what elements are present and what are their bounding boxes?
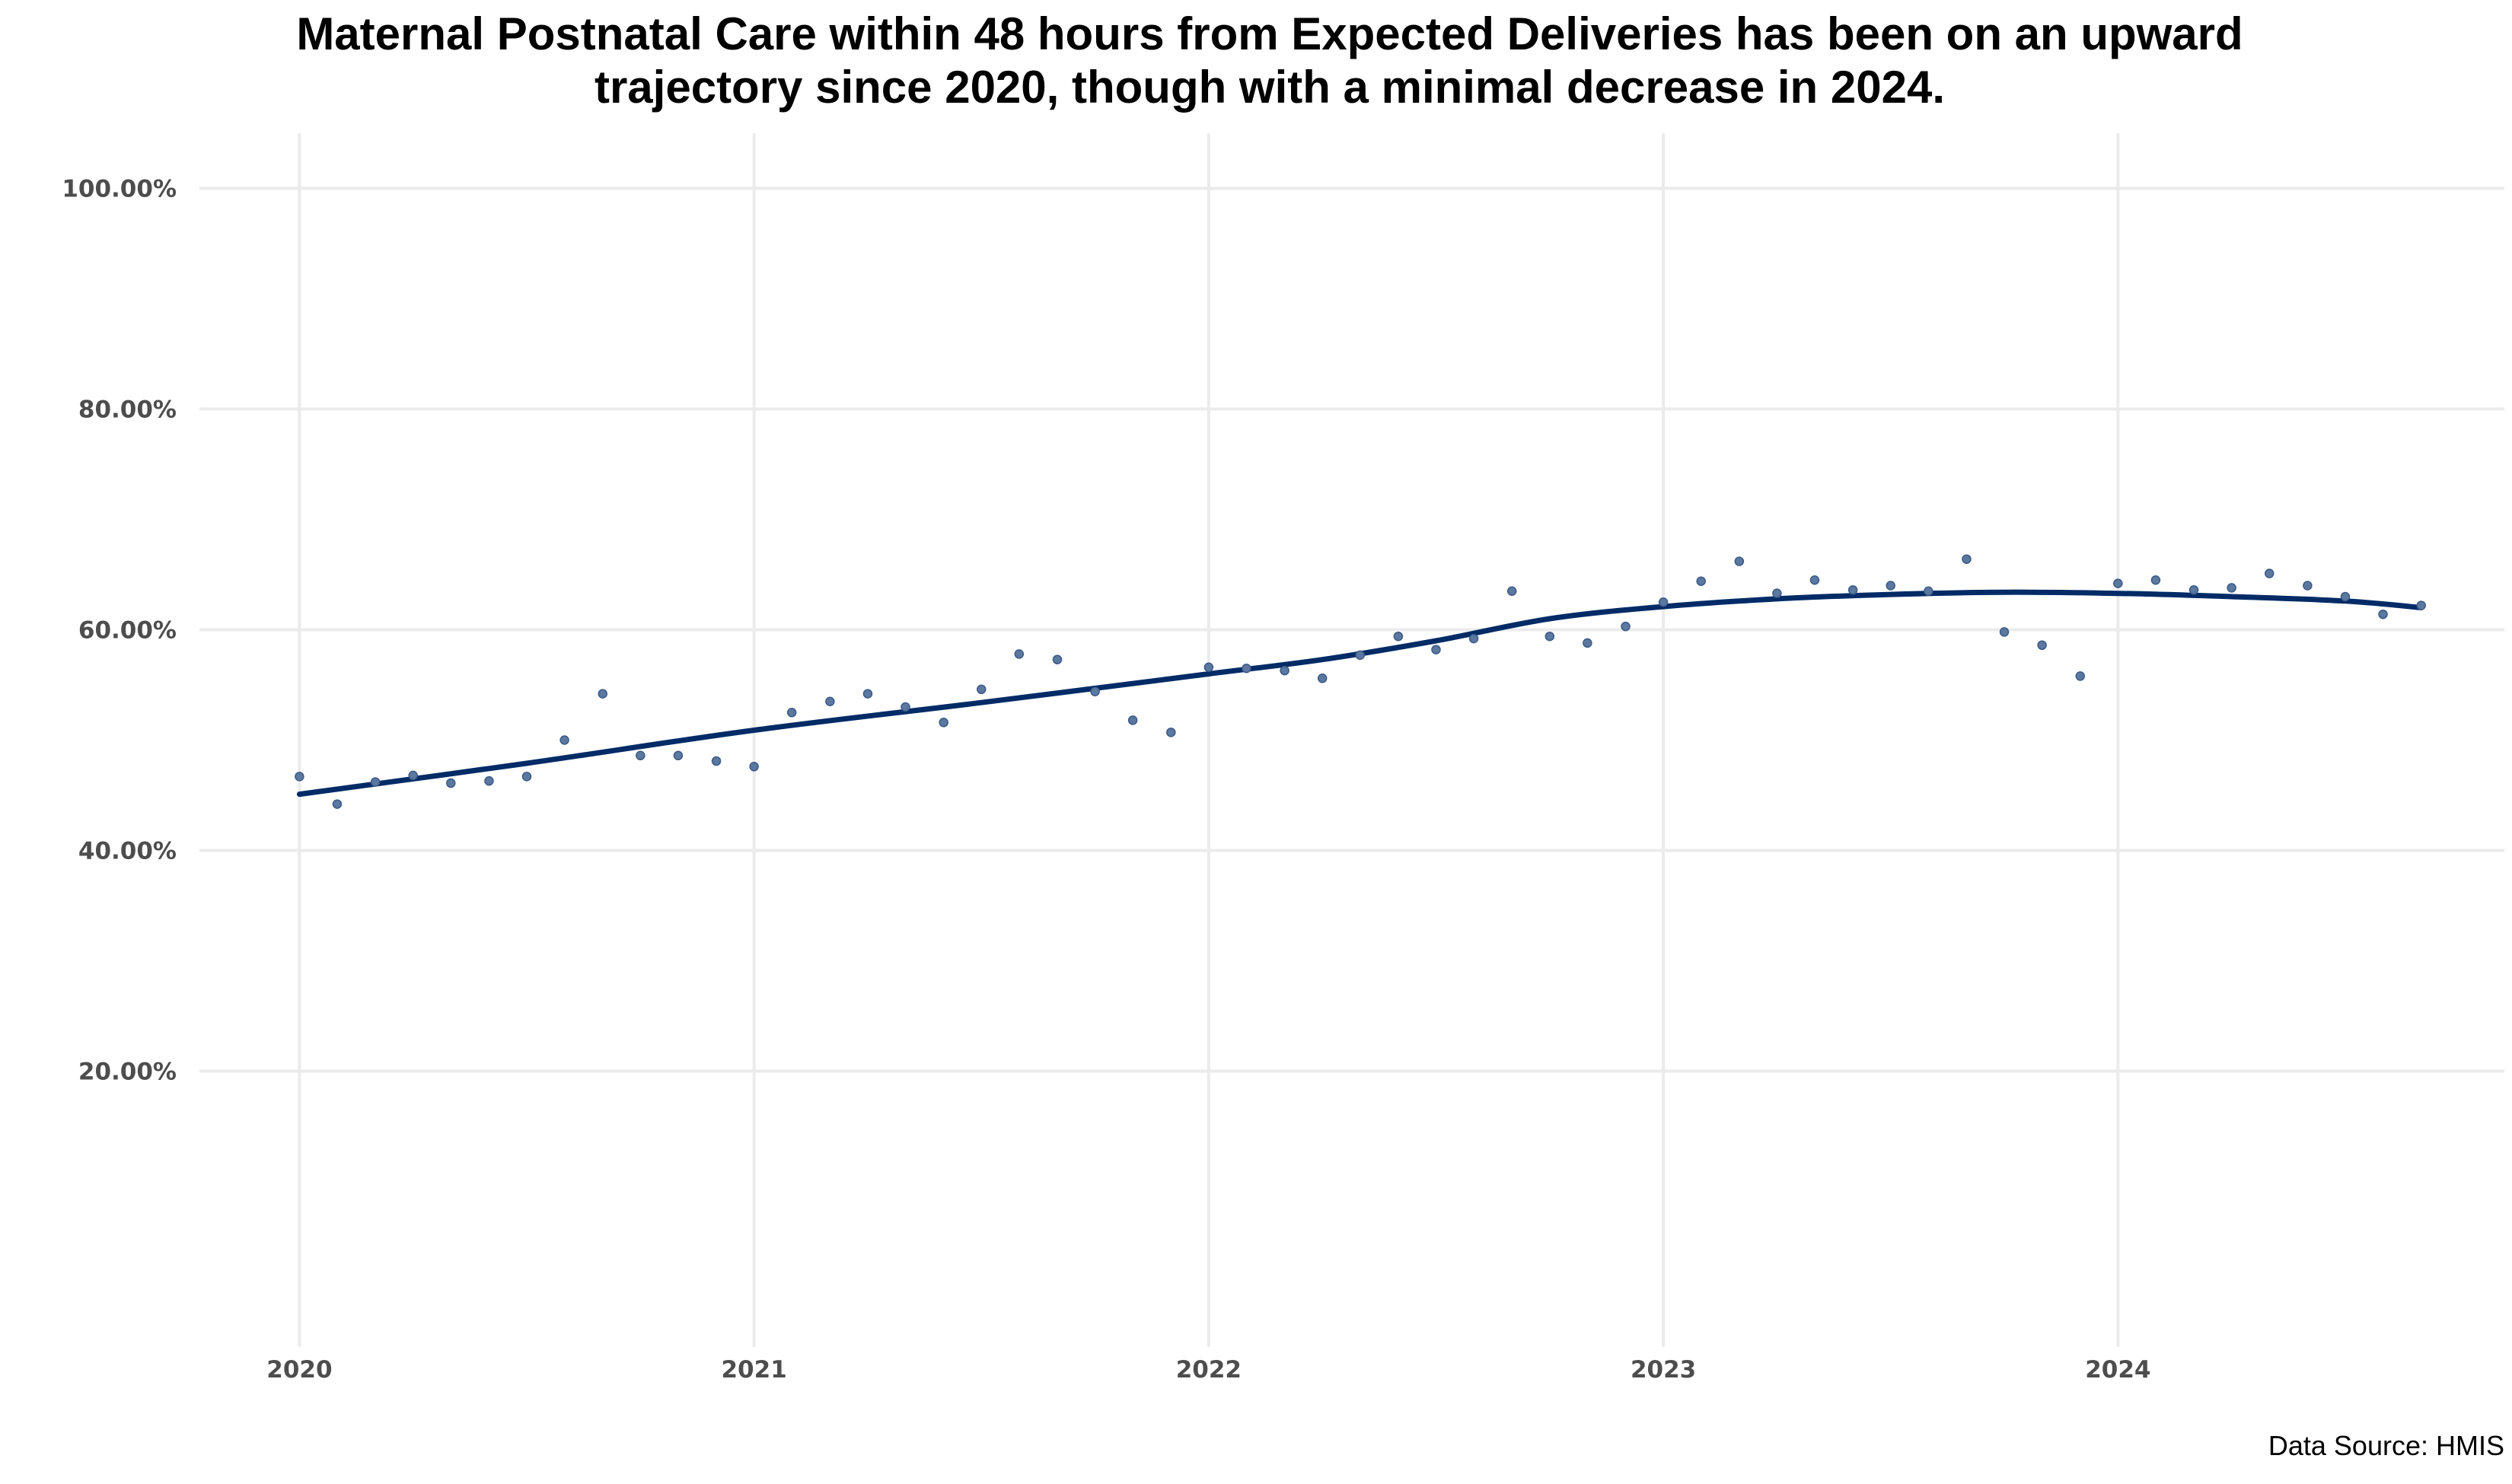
- data-point: [446, 778, 456, 788]
- trend-line-layer: [296, 589, 2424, 798]
- data-point: [1772, 588, 1782, 598]
- data-point: [1355, 650, 1366, 661]
- data-point: [977, 684, 987, 695]
- data-point: [598, 689, 608, 699]
- data-point: [1127, 715, 1138, 725]
- data-point: [1847, 585, 1858, 595]
- y-tick-label: 80.00%: [78, 396, 177, 424]
- data-point: [1962, 554, 1972, 564]
- x-tick-label: 2023: [1631, 1356, 1696, 1384]
- data-point: [673, 750, 684, 761]
- data-point: [1658, 597, 1669, 607]
- data-point: [2227, 583, 2236, 593]
- data-point: [295, 772, 304, 782]
- x-tick-label: 2024: [2085, 1356, 2150, 1384]
- data-point: [786, 708, 797, 718]
- y-tick-label: 60.00%: [78, 617, 177, 645]
- data-point: [711, 756, 722, 766]
- data-point: [1809, 575, 1820, 585]
- trend-line: [296, 589, 2424, 798]
- x-tick-label: 2022: [1176, 1356, 1242, 1384]
- data-point: [1696, 576, 1706, 586]
- data-point: [1393, 631, 1404, 642]
- data-point: [2340, 591, 2351, 602]
- data-point: [408, 770, 418, 781]
- data-point: [1014, 649, 1025, 659]
- data-point: [1544, 631, 1555, 642]
- data-point: [825, 696, 835, 706]
- data-point: [2303, 581, 2313, 591]
- data-point: [2075, 671, 2086, 681]
- data-point: [2264, 568, 2275, 578]
- y-tick-label: 40.00%: [78, 838, 177, 865]
- y-axis-tick-labels: 20.00% 40.00% 60.00% 80.00% 100.00%: [62, 176, 177, 1086]
- data-point: [939, 718, 948, 728]
- data-point: [636, 750, 646, 761]
- data-point: [862, 689, 873, 699]
- data-point: [521, 772, 532, 782]
- data-point: [2150, 575, 2161, 585]
- data-point: [901, 702, 910, 712]
- x-tick-label: 2021: [721, 1356, 786, 1384]
- x-tick-label: 2020: [266, 1356, 332, 1384]
- chart-title-line-2: trajectory since 2020, though with a min…: [595, 62, 1945, 113]
- y-tick-label: 20.00%: [78, 1059, 177, 1086]
- data-point: [1280, 665, 1289, 676]
- data-point: [2113, 578, 2123, 588]
- gridlines: [199, 133, 2504, 1347]
- data-point: [1052, 654, 1063, 664]
- data-point: [332, 799, 343, 809]
- data-point: [749, 762, 759, 772]
- data-point: [1506, 586, 1517, 596]
- data-point: [1242, 664, 1251, 674]
- data-point: [1924, 586, 1933, 596]
- data-point: [2188, 585, 2199, 595]
- data-point: [1090, 686, 1100, 696]
- data-point: [1166, 728, 1176, 737]
- data-point: [2416, 600, 2426, 610]
- data-point: [1999, 627, 2010, 637]
- data-point: [1734, 556, 1745, 566]
- y-tick-label: 100.00%: [62, 176, 177, 203]
- data-point: [1468, 633, 1479, 644]
- data-point: [1431, 645, 1441, 654]
- data-points: [295, 554, 2426, 809]
- chart-title-line-1: Maternal Postnatal Care within 48 hours …: [296, 8, 2243, 59]
- data-point: [1886, 581, 1895, 591]
- data-point: [559, 735, 569, 745]
- data-point: [1583, 638, 1592, 648]
- x-axis-tick-labels: 2020 2021 2022 2023 2024: [266, 1356, 2150, 1384]
- data-source-caption: Data Source: HMIS: [2268, 1430, 2504, 1461]
- data-point: [1621, 621, 1631, 632]
- data-point: [370, 777, 381, 787]
- data-point: [1203, 662, 1214, 673]
- data-point: [2378, 609, 2388, 619]
- data-point: [2037, 640, 2047, 651]
- data-point: [484, 775, 494, 786]
- data-point: [1317, 674, 1328, 683]
